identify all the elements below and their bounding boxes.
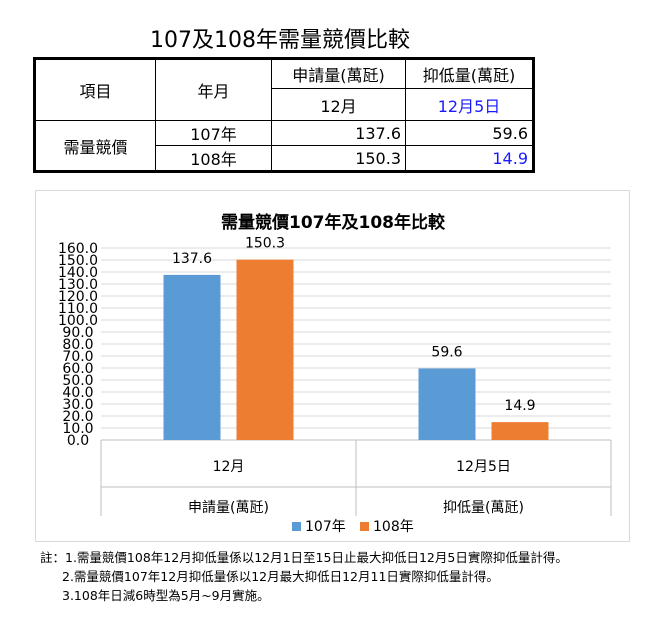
legend-swatch [292, 522, 301, 531]
bar [163, 274, 221, 440]
y-tick-label: 60.0 [62, 361, 93, 377]
data-label: 59.6 [431, 344, 462, 360]
bar [491, 422, 549, 440]
header-apply: 申請量(萬瓩) [271, 58, 406, 89]
y-tick-label: 100.0 [58, 313, 98, 329]
y-tick-label: 40.0 [62, 385, 93, 401]
header-item: 項目 [34, 58, 156, 121]
y-tick-label: 120.0 [58, 289, 98, 305]
row-apply-value: 150.3 [271, 145, 406, 172]
legend-label: 108年 [373, 519, 414, 535]
y-tick-label: 130.0 [58, 277, 98, 293]
bar-chart: 需量競價107年及108年比較 0.010.020.030.040.050.060… [58, 212, 612, 535]
y-tick-label: 110.0 [58, 301, 98, 317]
note-2: 2.需量競價107年12月抑低量係以12月最大抑低日12月11日實際抑低量計得。 [62, 569, 499, 584]
chart-container: 需量競價107年及108年比較 0.0 10.0 20.0 30.0 40.0 50.0 60… [35, 190, 630, 542]
row-suppress-value: 59.6 [405, 120, 534, 146]
row-year: 107年 [155, 120, 272, 146]
data-label: 14.9 [504, 398, 535, 414]
header-suppress-date: 12月5日 [405, 88, 534, 121]
x-tick-label: 12月 [213, 459, 245, 475]
y-tick-label: 150.0 [58, 253, 98, 269]
note-3: 3.108年日減6時型為5月~9月實施。 [62, 588, 270, 603]
note-1: 註：1.需量競價108年12月抑低量係以12月1日至15日止最大抑低日12月5日… [40, 550, 568, 565]
header-month: 年月 [155, 58, 272, 121]
row-year: 108年 [155, 145, 272, 172]
y-tick-label: 140.0 [58, 265, 98, 281]
y-tick-label: 80.0 [62, 337, 93, 353]
y-tick-label: 0.0 [67, 433, 89, 449]
y-tick-label: 50.0 [62, 373, 93, 389]
x-tick-label: 12月5日 [456, 459, 511, 475]
y-tick-label: 70.0 [62, 349, 93, 365]
bar [418, 368, 476, 440]
notes: 註：1.需量競價108年12月抑低量係以12月1日至15日止最大抑低日12月5日… [40, 548, 568, 605]
y-tick-label: 20.0 [62, 409, 93, 425]
legend-swatch [360, 522, 369, 531]
bar [236, 259, 294, 440]
y-tick-label: 30.0 [62, 397, 93, 413]
summary-table: 項目 年月 申請量(萬瓩) 抑低量(萬瓩) 12月 12月5日 需量競價 107… [33, 57, 535, 173]
row-label: 需量競價 [34, 120, 156, 172]
chart-title: 需量競價107年及108年比較 [221, 212, 446, 233]
page-title: 107及108年需量競價比較 [150, 28, 410, 53]
x-group-label: 抑低量(萬瓩) [443, 500, 524, 516]
header-suppress: 抑低量(萬瓩) [405, 58, 534, 89]
y-tick-label: 10.0 [62, 421, 93, 437]
legend-label: 107年 [305, 519, 346, 535]
y-tick-label: 160.0 [58, 241, 98, 257]
header-apply-month: 12月 [271, 88, 406, 121]
row-suppress-value: 14.9 [405, 145, 534, 172]
y-tick-label: 90.0 [62, 325, 93, 341]
data-label: 137.6 [172, 251, 212, 267]
x-group-label: 申請量(萬瓩) [188, 500, 269, 516]
row-apply-value: 137.6 [271, 120, 406, 146]
data-label: 150.3 [245, 236, 285, 252]
